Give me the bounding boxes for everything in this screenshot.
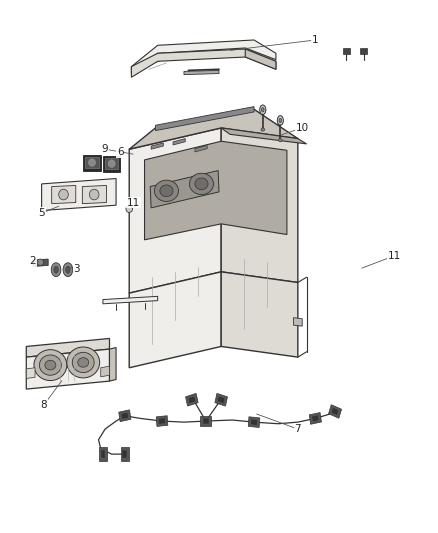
Ellipse shape xyxy=(108,160,115,167)
Polygon shape xyxy=(103,296,158,304)
Ellipse shape xyxy=(67,347,99,378)
Ellipse shape xyxy=(66,266,70,273)
Polygon shape xyxy=(110,348,116,381)
Polygon shape xyxy=(131,49,276,77)
Ellipse shape xyxy=(261,128,265,131)
Ellipse shape xyxy=(89,189,99,200)
Ellipse shape xyxy=(34,350,67,381)
Polygon shape xyxy=(155,107,254,131)
Polygon shape xyxy=(173,139,185,145)
Text: 6: 6 xyxy=(117,147,124,157)
Polygon shape xyxy=(328,405,342,418)
Text: 9: 9 xyxy=(102,144,109,154)
Polygon shape xyxy=(150,171,219,208)
Text: 3: 3 xyxy=(73,264,80,274)
Ellipse shape xyxy=(39,355,61,375)
Polygon shape xyxy=(184,70,219,75)
Polygon shape xyxy=(26,349,110,389)
Polygon shape xyxy=(251,419,258,425)
Polygon shape xyxy=(151,143,163,149)
Ellipse shape xyxy=(72,352,94,373)
Ellipse shape xyxy=(260,105,266,115)
Polygon shape xyxy=(121,448,129,461)
Polygon shape xyxy=(312,415,319,422)
Polygon shape xyxy=(101,450,105,458)
Polygon shape xyxy=(26,368,35,378)
Polygon shape xyxy=(248,417,260,427)
Polygon shape xyxy=(129,128,221,293)
Text: 1: 1 xyxy=(312,35,319,45)
Polygon shape xyxy=(103,156,120,172)
Polygon shape xyxy=(52,185,76,204)
Polygon shape xyxy=(26,338,110,357)
Polygon shape xyxy=(159,418,166,424)
Ellipse shape xyxy=(37,259,43,265)
Polygon shape xyxy=(99,448,107,461)
Polygon shape xyxy=(83,155,101,171)
Ellipse shape xyxy=(88,159,95,166)
Polygon shape xyxy=(129,109,298,149)
Polygon shape xyxy=(101,366,110,377)
Ellipse shape xyxy=(45,360,56,370)
Polygon shape xyxy=(131,40,276,74)
Polygon shape xyxy=(293,318,302,326)
Polygon shape xyxy=(119,410,131,422)
Polygon shape xyxy=(42,179,116,211)
Polygon shape xyxy=(195,146,207,152)
Ellipse shape xyxy=(261,108,264,112)
Polygon shape xyxy=(186,393,198,406)
Polygon shape xyxy=(217,396,225,403)
Polygon shape xyxy=(245,49,276,69)
Ellipse shape xyxy=(154,180,178,201)
Polygon shape xyxy=(85,157,99,168)
Polygon shape xyxy=(82,185,106,204)
Ellipse shape xyxy=(160,185,173,197)
Polygon shape xyxy=(309,413,321,424)
Polygon shape xyxy=(202,418,209,424)
Text: 7: 7 xyxy=(294,424,301,434)
Polygon shape xyxy=(221,272,298,357)
Ellipse shape xyxy=(277,116,283,125)
Polygon shape xyxy=(156,416,168,426)
Ellipse shape xyxy=(126,206,132,213)
Polygon shape xyxy=(200,416,211,426)
Text: 5: 5 xyxy=(38,208,45,218)
Polygon shape xyxy=(343,48,350,54)
Text: 10: 10 xyxy=(296,123,309,133)
Ellipse shape xyxy=(279,118,282,123)
Polygon shape xyxy=(188,396,196,403)
Ellipse shape xyxy=(78,358,88,367)
Ellipse shape xyxy=(59,189,68,200)
Text: 11: 11 xyxy=(127,198,140,207)
Polygon shape xyxy=(145,141,287,240)
Polygon shape xyxy=(33,259,48,266)
Polygon shape xyxy=(221,128,307,144)
Polygon shape xyxy=(360,48,367,54)
Polygon shape xyxy=(129,272,221,368)
Text: 2: 2 xyxy=(29,256,36,266)
Ellipse shape xyxy=(54,266,58,273)
Polygon shape xyxy=(105,158,118,169)
Polygon shape xyxy=(215,393,227,406)
Ellipse shape xyxy=(63,263,73,277)
Text: 8: 8 xyxy=(40,400,47,410)
Ellipse shape xyxy=(190,173,214,195)
Polygon shape xyxy=(331,407,339,416)
Ellipse shape xyxy=(51,263,61,277)
Polygon shape xyxy=(121,412,128,419)
Ellipse shape xyxy=(195,178,208,190)
Polygon shape xyxy=(221,128,298,282)
Ellipse shape xyxy=(279,139,282,142)
Text: 11: 11 xyxy=(388,251,401,261)
Polygon shape xyxy=(123,450,127,458)
